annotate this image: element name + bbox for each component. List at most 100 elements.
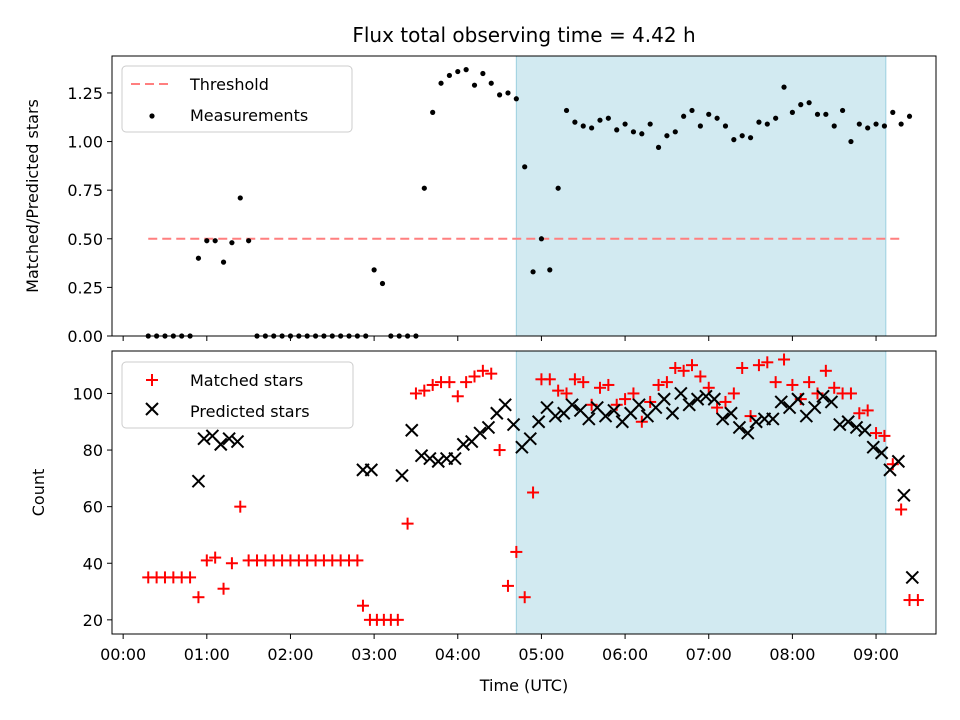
matched-star-point (819, 364, 832, 377)
top-y-tick-label: 1.25 (67, 84, 103, 103)
bottom-panel: 20 40 60 80 100 00:00 01:00 02:00 03:00 04:00 05:… (29, 350, 937, 695)
predicted-star-point (222, 432, 236, 446)
predicted-star-mark-b (481, 420, 496, 435)
matched-star-point (828, 381, 841, 394)
matched-star-point (560, 387, 573, 400)
top-y-tick-label: 0.00 (67, 327, 103, 346)
x-tick-label: 01:00 (184, 645, 230, 664)
bottom-y-tick-label: 100 (72, 384, 103, 403)
predicted-star-mark-b (448, 451, 462, 466)
measurement-point (379, 280, 386, 287)
predicted-star-point (866, 440, 880, 454)
measurement-point (739, 133, 745, 139)
legend-measurements-swatch (149, 113, 155, 119)
matched-star-point (627, 387, 640, 400)
predicted-star-point (607, 403, 621, 418)
predicted-star-mark-b (214, 437, 228, 452)
matched-star-point (391, 613, 404, 626)
measurement-point (589, 125, 595, 131)
predicted-star-mark-b (841, 415, 855, 429)
predicted-star-point (749, 415, 763, 429)
matched-star-point (727, 387, 740, 400)
x-tick-label: 07:00 (686, 645, 732, 664)
matched-star-point (911, 594, 924, 607)
x-tick-label: 03:00 (351, 645, 397, 664)
top-legend-box (121, 65, 353, 133)
predicted-star-point (506, 417, 521, 432)
matched-star-point (184, 571, 197, 584)
predicted-star-point (498, 398, 512, 412)
measurement-point (580, 123, 586, 129)
predicted-star-point (598, 409, 613, 423)
predicted-star-mark-b (665, 406, 680, 420)
measurement-point (697, 123, 703, 129)
predicted-star-point (191, 474, 206, 488)
predicted-star-mark-b (364, 463, 379, 477)
matched-star-point (719, 395, 732, 408)
measurement-point (881, 123, 888, 129)
bottom-y-tick-label: 20 (83, 611, 103, 630)
bottom-legend: Matched stars Predicted stars (121, 361, 354, 429)
measurement-point (497, 92, 503, 98)
measurement-point (488, 80, 494, 86)
predicted-star-mark-b (732, 420, 747, 435)
predicted-star-mark-b (724, 406, 738, 420)
measurement-point (781, 84, 787, 90)
matched-star-point (451, 390, 464, 403)
predicted-star-mark-b (874, 446, 889, 460)
count-points (142, 353, 924, 626)
measurement-point (865, 125, 871, 131)
predicted-star-point (807, 400, 822, 415)
top-y-tick-label: 0.75 (67, 181, 103, 200)
predicted-star-mark-b (456, 437, 471, 452)
top-y-axis-label: Matched/Predicted stars (23, 99, 42, 293)
measurement-point (597, 117, 603, 123)
matched-star-point (694, 370, 707, 383)
measurement-point (647, 121, 653, 127)
measurement-point (773, 115, 779, 121)
x-tick-label: 00:00 (100, 645, 146, 664)
measurement-point (639, 131, 645, 137)
measurement-point (572, 119, 578, 125)
x-tick-label: 09:00 (853, 645, 899, 664)
x-axis-label: Time (UTC) (479, 676, 568, 695)
predicted-star-mark-b (598, 409, 613, 423)
measurement-point (630, 129, 637, 135)
top-y-tick-label: 1.00 (67, 133, 103, 152)
predicted-star-mark-b (866, 440, 880, 454)
predicted-star-mark-b (891, 454, 906, 469)
predicted-star-point (791, 392, 805, 406)
matched-star-point (895, 503, 908, 516)
measurement-point (747, 135, 754, 141)
predicted-star-mark-b (230, 434, 245, 449)
predicted-star-point (395, 468, 409, 483)
matched-star-point (493, 444, 506, 457)
predicted-star-mark-b (523, 432, 537, 446)
predicted-star-point (824, 395, 839, 409)
matched-star-point (602, 378, 615, 391)
measurement-point (538, 236, 545, 242)
predicted-star-point (565, 398, 579, 412)
predicted-star-point (448, 451, 462, 466)
measurement-point (714, 115, 720, 121)
measurement-point (689, 107, 695, 114)
predicted-star-mark-b (741, 426, 755, 440)
matched-star-point (518, 591, 531, 604)
matched-star-point (192, 591, 205, 604)
predicted-star-point (690, 392, 705, 406)
measurement-point (505, 90, 511, 96)
measurement-point (655, 144, 662, 150)
measurement-point (856, 121, 862, 127)
predicted-star-mark-b (824, 395, 839, 409)
measurement-point (438, 80, 444, 86)
measurement-point (848, 138, 854, 145)
measurement-point (471, 82, 478, 88)
predicted-star-point (816, 389, 830, 403)
predicted-star-point (632, 398, 646, 412)
matched-star-point (409, 387, 422, 400)
bottom-x-axis-ticks: 00:00 01:00 02:00 03:00 04:00 05:00 06:00 07:00… (100, 634, 899, 664)
matched-star-point (401, 517, 414, 530)
matched-star-point (418, 384, 431, 397)
predicted-star-mark-b (498, 398, 512, 412)
